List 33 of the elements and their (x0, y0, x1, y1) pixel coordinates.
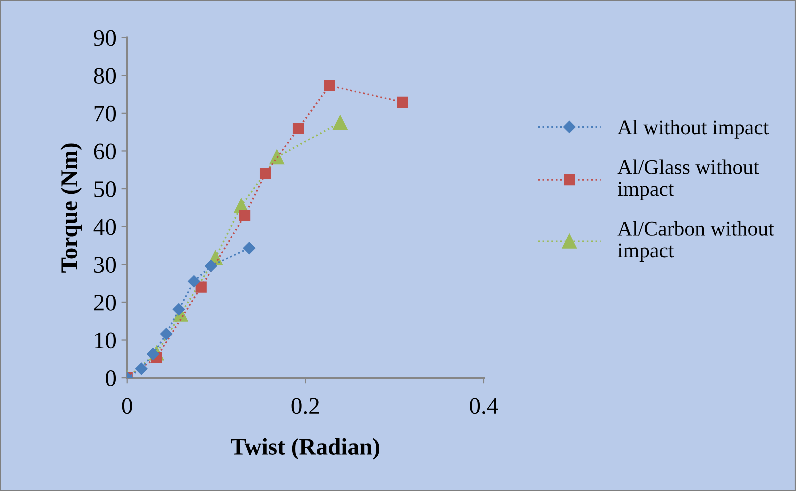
y-axis-title: Torque (Nm) (60, 144, 82, 273)
y-tick-label: 30 (94, 257, 116, 274)
x-tick-label: 0 (122, 398, 132, 414)
point (260, 168, 272, 180)
legend-label: Al/Carbon without impact (618, 221, 774, 262)
y-tick-label: 70 (94, 106, 116, 122)
y-tick-label: 80 (94, 68, 116, 84)
point (397, 96, 408, 108)
point (333, 116, 348, 130)
y-tick-label: 60 (94, 144, 116, 160)
point (292, 123, 304, 134)
point (243, 242, 256, 254)
point (239, 210, 251, 222)
point (160, 328, 173, 340)
y-tick-label: 10 (95, 332, 116, 349)
x-tick-label: 0.4 (470, 398, 498, 414)
point (147, 348, 160, 360)
y-tick-label: 90 (94, 30, 116, 46)
y-tick-label: 20 (94, 294, 116, 311)
point (136, 362, 148, 376)
y-tick-label: 0 (106, 370, 116, 386)
point (172, 304, 186, 316)
point (205, 260, 218, 272)
point (270, 150, 284, 165)
y-tick-label: 40 (94, 219, 116, 236)
point (324, 80, 336, 92)
x-axis-title: Twist (Radian) (231, 438, 380, 460)
x-tick-label: 0.2 (292, 398, 320, 414)
point (196, 282, 207, 293)
point (188, 276, 200, 288)
legend-label: Al/Glass without impact (618, 160, 760, 200)
legend-label: Al without impact (618, 120, 770, 139)
y-tick-label: 50 (94, 182, 116, 198)
